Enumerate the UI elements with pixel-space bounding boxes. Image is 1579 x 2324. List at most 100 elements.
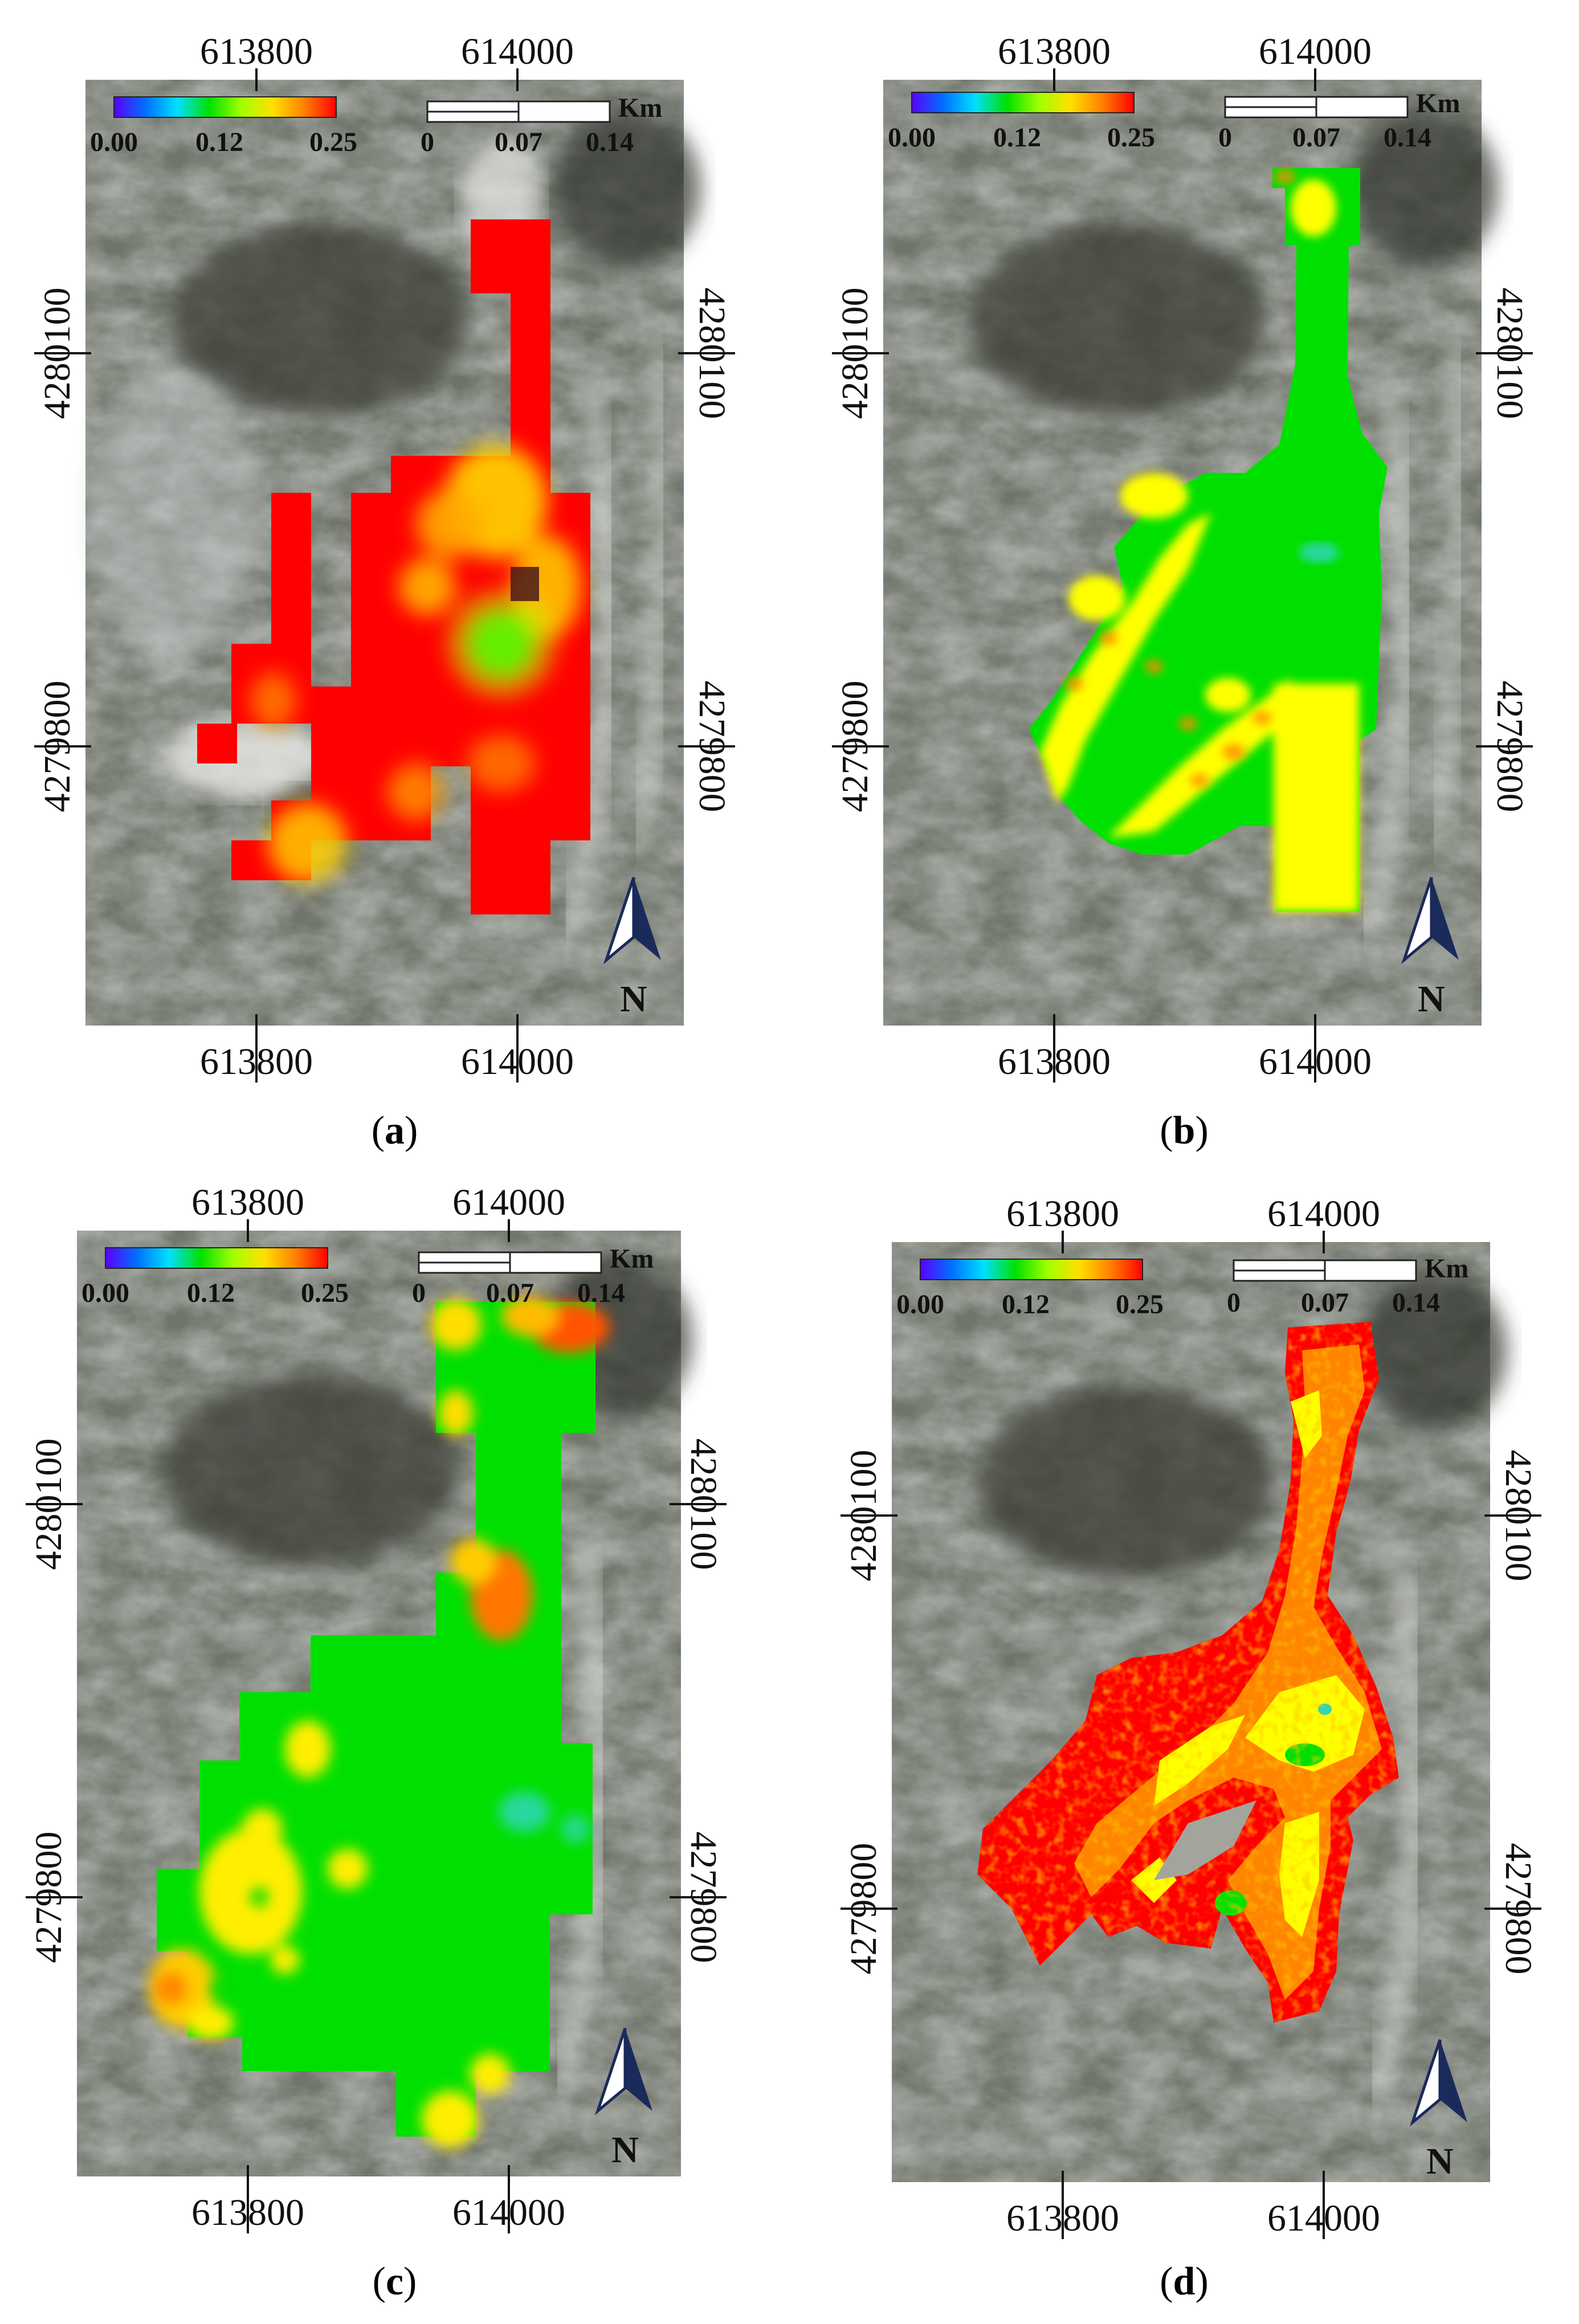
legend-max: 0.25 [301, 1278, 349, 1308]
map-panel-b: 613800 614000 613800 614000 4280100 4279… [789, 0, 1579, 1162]
legend-mid: 0.12 [187, 1278, 235, 1308]
x-tick-top-2: 614000 [1259, 31, 1372, 72]
x-tick-top-2: 614000 [461, 31, 574, 72]
scale-label-0: 0 [412, 1278, 426, 1308]
y-tick-right-2: 4279800 [691, 681, 733, 812]
y-tick-left-1: 4280100 [28, 1439, 70, 1570]
data-overlay-d [977, 1322, 1399, 2023]
x-tick-bottom-2: 614000 [461, 1041, 574, 1083]
x-tick-top-1: 613800 [1006, 1193, 1119, 1235]
y-tick-left-1: 4280100 [843, 1450, 884, 1582]
y-tick-left-2: 4279800 [843, 1843, 884, 1975]
scale-label-2: 0.14 [586, 127, 634, 157]
scale-label-2: 0.14 [577, 1278, 625, 1308]
legend-mid: 0.12 [1002, 1289, 1050, 1320]
y-tick-left-2: 4279800 [834, 681, 876, 812]
legend-min: 0.00 [888, 122, 936, 153]
y-tick-right-1: 4280100 [1489, 288, 1531, 419]
north-label: N [611, 2129, 639, 2171]
north-label: N [620, 978, 647, 1020]
legend-min: 0.00 [81, 1278, 129, 1308]
axis-ticks [840, 1231, 1541, 2239]
scale-label-0: 0 [1218, 122, 1232, 153]
scale-bar: 0 0.07 0.14 Km [412, 1244, 654, 1308]
data-overlay-c [148, 1296, 610, 2148]
north-arrow-icon: N [1401, 877, 1459, 1020]
scale-bar: 0 0.07 0.14 Km [421, 93, 662, 157]
color-legend: 0.00 0.12 0.25 [888, 92, 1155, 153]
x-tick-top-1: 613800 [998, 31, 1111, 72]
north-label: N [1426, 2141, 1454, 2182]
y-tick-left-1: 4280100 [834, 288, 876, 419]
color-legend: 0.00 0.12 0.25 [81, 1247, 349, 1308]
map-figure-d: 613800 614000 613800 614000 4280100 4279… [840, 1193, 1541, 2239]
scale-label-1: 0.07 [486, 1278, 534, 1308]
y-tick-right-2: 4279800 [1489, 681, 1531, 812]
scale-bar: 0 0.07 0.14 Km [1227, 1253, 1468, 1318]
scale-unit: Km [618, 93, 662, 123]
x-tick-bottom-2: 614000 [452, 2192, 565, 2233]
y-ticks-left [34, 352, 91, 748]
scale-unit: Km [610, 1244, 654, 1274]
map-figure-b: 613800 614000 613800 614000 4280100 4279… [832, 31, 1533, 1083]
map-panel-d: 613800 614000 613800 614000 4280100 4279… [789, 1162, 1579, 2324]
axis-ticks [26, 1219, 727, 2233]
y-ticks-right [678, 352, 735, 748]
x-tick-top-2: 614000 [1267, 1193, 1380, 1235]
x-tick-bottom-2: 614000 [1259, 1041, 1372, 1083]
data-overlay-b [1029, 168, 1388, 912]
legend-max: 0.25 [309, 127, 357, 157]
legend-mid: 0.12 [195, 127, 243, 157]
x-tick-bottom-1: 613800 [191, 2192, 304, 2233]
scale-label-2: 0.14 [1384, 122, 1431, 153]
scale-bar: 0 0.07 0.14 Km [1218, 88, 1460, 153]
color-legend: 0.00 0.12 0.25 [896, 1259, 1164, 1320]
y-tick-left-2: 4279800 [36, 681, 78, 812]
scale-unit: Km [1425, 1253, 1468, 1284]
y-tick-right-1: 4280100 [691, 288, 733, 419]
north-arrow-icon: N [594, 2028, 652, 2171]
x-tick-bottom-1: 613800 [998, 1041, 1111, 1083]
x-tick-bottom-2: 614000 [1267, 2198, 1380, 2239]
map-figure-c: 613800 614000 613800 614000 4280100 4279… [26, 1182, 727, 2233]
scale-label-2: 0.14 [1392, 1288, 1440, 1318]
y-tick-right-2: 4279800 [683, 1832, 724, 1963]
y-tick-right-2: 4279800 [1498, 1843, 1539, 1975]
caption-d: (d) [1160, 2260, 1209, 2303]
x-ticks-bottom [255, 1014, 519, 1083]
color-legend: 0.00 0.12 0.25 [90, 96, 357, 157]
scale-label-1: 0.07 [1301, 1288, 1349, 1318]
caption-a: (a) [371, 1109, 418, 1153]
legend-max: 0.25 [1107, 122, 1155, 153]
map-panel-c: 613800 614000 613800 614000 4280100 4279… [0, 1162, 789, 2324]
x-tick-top-2: 614000 [452, 1182, 565, 1223]
north-arrow-icon: N [1409, 2039, 1467, 2182]
data-overlay-a [197, 219, 590, 914]
map-panel-a: 613800 614000 613800 614000 4280100 4279… [0, 0, 789, 1162]
caption-c: (c) [372, 2260, 417, 2303]
scale-label-1: 0.07 [1292, 122, 1340, 153]
x-tick-bottom-1: 613800 [200, 1041, 313, 1083]
north-arrow-icon: N [603, 877, 661, 1020]
legend-min: 0.00 [90, 127, 138, 157]
scale-label-0: 0 [421, 127, 434, 157]
caption-b: (b) [1160, 1109, 1209, 1153]
x-tick-bottom-1: 613800 [1006, 2198, 1119, 2239]
legend-mid: 0.12 [993, 122, 1041, 153]
x-tick-top-1: 613800 [191, 1182, 304, 1223]
north-label: N [1418, 978, 1445, 1020]
scale-label-0: 0 [1227, 1288, 1241, 1318]
x-tick-top-1: 613800 [200, 31, 313, 72]
legend-max: 0.25 [1116, 1289, 1164, 1320]
y-tick-left-2: 4279800 [28, 1832, 70, 1963]
y-tick-right-1: 4280100 [683, 1439, 724, 1570]
scale-unit: Km [1416, 88, 1460, 119]
y-tick-left-1: 4280100 [36, 288, 78, 419]
legend-min: 0.00 [896, 1289, 944, 1320]
scale-label-1: 0.07 [495, 127, 542, 157]
x-ticks-top [255, 68, 519, 91]
map-figure-a: 613800 614000 613800 614000 4280100 4279… [34, 31, 735, 1083]
y-tick-right-1: 4280100 [1498, 1450, 1539, 1582]
satellite-image [892, 1242, 1507, 2182]
axis-ticks [832, 68, 1533, 1083]
